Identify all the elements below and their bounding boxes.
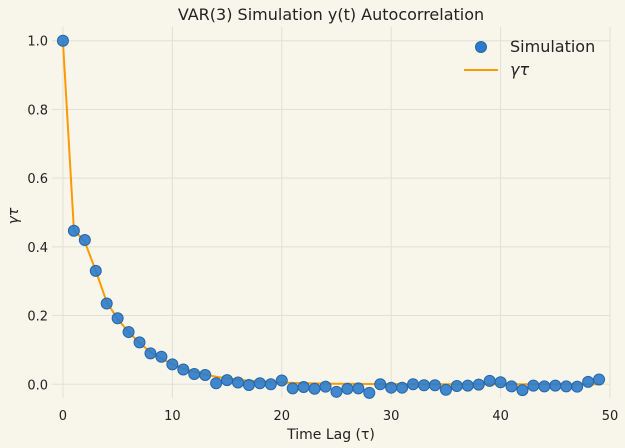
simulation-point (538, 380, 551, 393)
simulation-point (166, 358, 179, 371)
simulation-point (100, 297, 113, 310)
simulation-point (374, 378, 387, 391)
simulation-point (67, 224, 80, 237)
simulation-point (549, 379, 562, 392)
simulation-point (286, 382, 299, 395)
simulation-point (275, 374, 288, 387)
simulation-point (122, 326, 135, 339)
simulation-point (571, 380, 584, 393)
legend-simulation-marker (475, 41, 487, 53)
simulation-point (297, 381, 310, 394)
simulation-point (210, 377, 223, 390)
x-axis-label: Time Lag (τ) (286, 427, 375, 443)
simulation-point (407, 378, 420, 391)
simulation-point (450, 379, 463, 392)
x-tick-label: 20 (273, 409, 290, 424)
simulation-point (319, 380, 332, 393)
legend-theory-label: γτ (510, 60, 529, 79)
simulation-point (494, 376, 507, 389)
simulation-point (232, 376, 244, 389)
simulation-point (78, 233, 91, 246)
simulation-point (111, 312, 124, 325)
simulation-point (428, 379, 441, 392)
simulation-point (89, 264, 102, 277)
x-tick-label: 0 (59, 409, 67, 424)
simulation-point (560, 380, 573, 393)
legend: Simulation γτ (464, 37, 595, 79)
simulation-point (527, 379, 540, 392)
x-tick-labels: 0 10 20 30 40 50 (59, 409, 618, 424)
y-tick-label: 0.4 (27, 241, 48, 256)
y-tick-label: 0.6 (27, 172, 48, 187)
simulation-point (472, 378, 485, 391)
x-tick-label: 10 (164, 409, 181, 424)
simulation-point (516, 384, 529, 397)
y-tick-label: 1.0 (27, 35, 48, 50)
simulation-point (221, 374, 234, 387)
simulation-point (582, 375, 595, 388)
simulation-point (155, 350, 168, 363)
y-tick-label: 0.0 (27, 378, 48, 393)
simulation-point (264, 378, 277, 391)
simulation-point (242, 378, 255, 391)
y-tick-labels: 0.0 0.2 0.4 0.6 0.8 1.0 (27, 35, 48, 394)
simulation-point (308, 382, 321, 395)
chart-title: VAR(3) Simulation y(t) Autocorrelation (178, 5, 484, 24)
simulation-point (439, 383, 452, 396)
simulation-point (418, 379, 430, 392)
simulation-point (188, 367, 201, 380)
simulation-point (253, 377, 266, 390)
simulation-point (144, 347, 157, 360)
simulation-points (56, 34, 606, 399)
legend-simulation-label: Simulation (510, 37, 595, 56)
y-tick-label: 0.2 (27, 310, 48, 325)
simulation-point (385, 381, 398, 394)
simulation-point (505, 380, 518, 393)
simulation-point (593, 373, 606, 386)
simulation-point (396, 381, 409, 394)
simulation-point (352, 382, 365, 395)
simulation-point (199, 368, 212, 381)
simulation-point (56, 34, 69, 47)
x-tick-label: 30 (383, 409, 400, 424)
simulation-point (177, 363, 190, 376)
x-tick-label: 40 (492, 409, 509, 424)
x-tick-label: 50 (602, 409, 619, 424)
simulation-point (461, 379, 474, 392)
simulation-point (133, 336, 146, 349)
simulation-point (341, 382, 354, 395)
y-tick-label: 0.8 (27, 103, 48, 118)
simulation-point (363, 386, 376, 399)
grid (52, 27, 611, 398)
simulation-point (483, 374, 496, 387)
simulation-point (330, 385, 343, 398)
y-axis-label: γτ (6, 207, 22, 224)
